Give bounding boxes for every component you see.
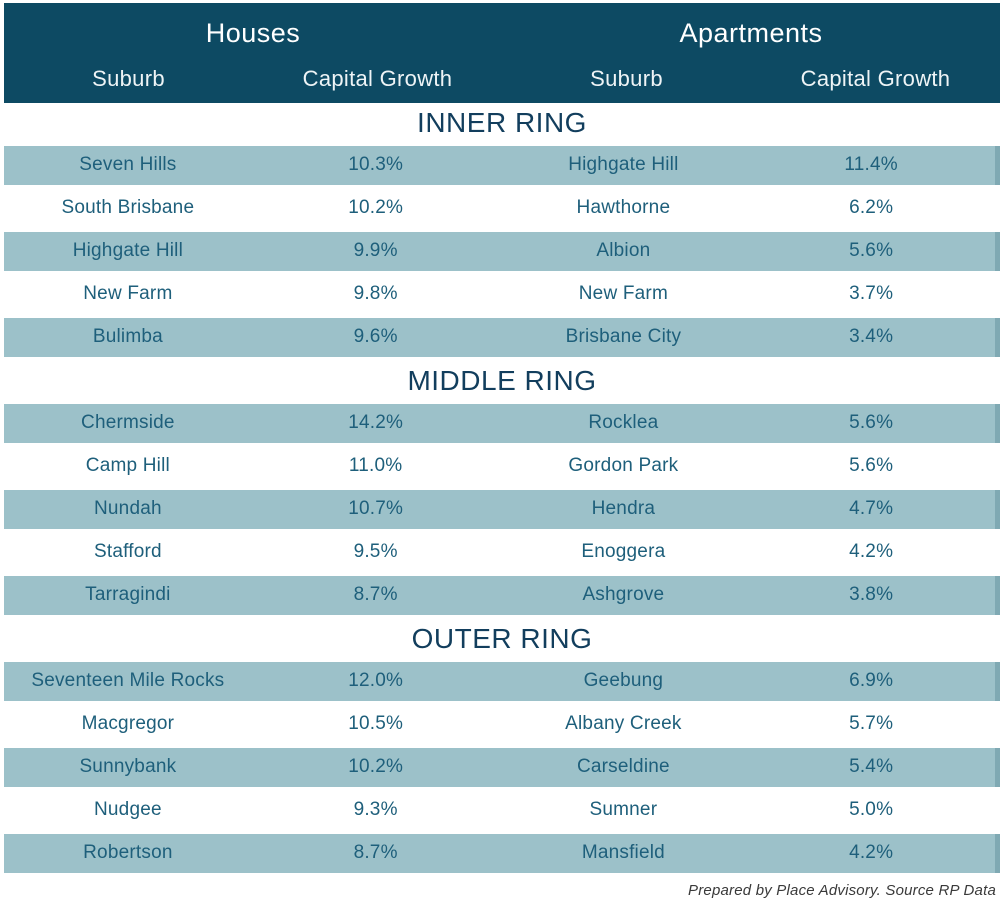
table-header: Houses Apartments Suburb Capital Growth … (4, 3, 1000, 103)
source-credit: Prepared by Place Advisory. Source RP Da… (688, 881, 996, 899)
table-row: Macgregor 10.5% Albany Creek 5.7% (4, 705, 1000, 744)
capital-growth-cell: 6.9% (849, 670, 894, 692)
capital-growth-cell: 11.0% (348, 455, 403, 477)
suburb-cell: Gordon Park (568, 455, 679, 477)
header-group-row: Houses Apartments (4, 3, 1000, 55)
suburb-cell: Camp Hill (85, 455, 170, 477)
column-header-houses-suburb: Suburb (92, 66, 165, 91)
capital-growth-cell: 9.5% (353, 541, 398, 563)
capital-growth-cell: 11.4% (844, 154, 898, 176)
capital-growth-cell: 12.0% (348, 670, 404, 692)
suburb-cell: Highgate Hill (568, 154, 679, 176)
table-row: South Brisbane 10.2% Hawthorne 6.2% (4, 189, 1000, 228)
suburb-cell: Hawthorne (576, 197, 671, 219)
capital-growth-cell: 5.6% (849, 240, 894, 262)
suburb-cell: Enoggera (581, 541, 666, 563)
capital-growth-cell: 4.7% (849, 498, 894, 520)
section-title: MIDDLE RING (407, 365, 597, 396)
capital-growth-cell: 6.2% (849, 197, 894, 219)
group-header-houses: Houses (205, 17, 301, 48)
capital-growth-cell: 8.7% (353, 842, 398, 864)
table-row: Stafford 9.5% Enoggera 4.2% (4, 533, 1000, 572)
section-title: INNER RING (417, 107, 587, 138)
suburb-cell: New Farm (83, 283, 173, 305)
suburb-cell: Tarragindi (85, 584, 171, 606)
table-row: Nundah 10.7% Hendra 4.7% (4, 490, 1000, 529)
table-body: INNER RING Seven Hills 10.3% Highgate Hill 1… (4, 103, 1000, 873)
suburb-cell: Seventeen Mile Rocks (31, 670, 225, 692)
capital-growth-cell: 10.3% (348, 154, 404, 176)
suburb-cell: Brisbane City (565, 326, 682, 348)
suburb-cell: Bulimba (92, 326, 163, 348)
capital-growth-cell: 9.3% (353, 799, 398, 821)
suburb-cell: Albion (596, 240, 651, 262)
capital-growth-cell: 3.8% (849, 584, 894, 606)
suburb-cell: Carseldine (576, 756, 670, 778)
suburb-cell: Geebung (583, 670, 664, 692)
header-columns-row: Suburb Capital Growth Suburb Capital Gro… (4, 55, 1000, 103)
suburb-cell: Highgate Hill (72, 240, 184, 262)
column-header-houses-capital-growth: Capital Growth (302, 66, 453, 91)
table-row: Chermside 14.2% Rocklea 5.6% (4, 404, 1000, 443)
suburb-cell: Stafford (93, 541, 162, 563)
table-row: Seven Hills 10.3% Highgate Hill 11.4% (4, 146, 1000, 185)
table-row: New Farm 9.8% New Farm 3.7% (4, 275, 1000, 314)
suburb-cell: Seven Hills (79, 154, 177, 176)
capital-growth-cell: 3.4% (849, 326, 894, 348)
capital-growth-cell: 9.8% (353, 283, 398, 305)
column-header-apartments-suburb: Suburb (590, 66, 663, 91)
table-row: Camp Hill 11.0% Gordon Park 5.6% (4, 447, 1000, 486)
column-header-apartments-capital-growth: Capital Growth (800, 66, 951, 91)
suburb-cell: Nundah (93, 498, 162, 520)
suburb-cell: Robertson (83, 842, 173, 864)
capital-growth-cell: 4.2% (849, 842, 894, 864)
table-row: Robertson 8.7% Mansfield 4.2% (4, 834, 1000, 873)
suburb-cell: Ashgrove (582, 584, 665, 606)
suburb-cell: Nudgee (93, 799, 162, 821)
suburb-cell: South Brisbane (61, 197, 195, 219)
suburb-cell: Rocklea (588, 412, 659, 434)
table-row: Sunnybank 10.2% Carseldine 5.4% (4, 748, 1000, 787)
section-title: OUTER RING (411, 623, 593, 654)
table-row: Bulimba 9.6% Brisbane City 3.4% (4, 318, 1000, 357)
suburb-cell: Albany Creek (565, 713, 682, 735)
table-row: Highgate Hill 9.9% Albion 5.6% (4, 232, 1000, 271)
suburb-cell: Macgregor (81, 713, 175, 735)
capital-growth-cell: 5.6% (849, 455, 894, 477)
group-header-apartments: Apartments (679, 17, 823, 48)
capital-growth-cell: 14.2% (348, 412, 404, 434)
suburb-cell: Mansfield (581, 842, 665, 864)
suburb-cell: Sumner (589, 799, 658, 821)
suburb-cell: Chermside (81, 412, 175, 434)
capital-growth-cell: 10.5% (348, 713, 404, 735)
suburb-cell: Hendra (591, 498, 656, 520)
table-row: Tarragindi 8.7% Ashgrove 3.8% (4, 576, 1000, 615)
suburb-cell: Sunnybank (79, 756, 177, 778)
capital-growth-cell: 5.0% (849, 799, 894, 821)
capital-growth-cell: 5.4% (849, 756, 894, 778)
capital-growth-cell: 4.2% (849, 541, 894, 563)
capital-growth-cell: 3.7% (849, 283, 894, 305)
table-row: Seventeen Mile Rocks 12.0% Geebung 6.9% (4, 662, 1000, 701)
capital-growth-cell: 8.7% (353, 584, 398, 606)
suburb-cell: New Farm (578, 283, 668, 305)
capital-growth-cell: 10.2% (348, 756, 404, 778)
capital-growth-cell: 10.2% (348, 197, 404, 219)
capital-growth-cell: 5.6% (849, 412, 894, 434)
capital-growth-cell: 9.9% (353, 240, 398, 262)
capital-growth-cell: 10.7% (348, 498, 404, 520)
capital-growth-cell: 5.7% (849, 713, 894, 735)
capital-growth-cell: 9.6% (353, 326, 398, 348)
table-row: Nudgee 9.3% Sumner 5.0% (4, 791, 1000, 830)
